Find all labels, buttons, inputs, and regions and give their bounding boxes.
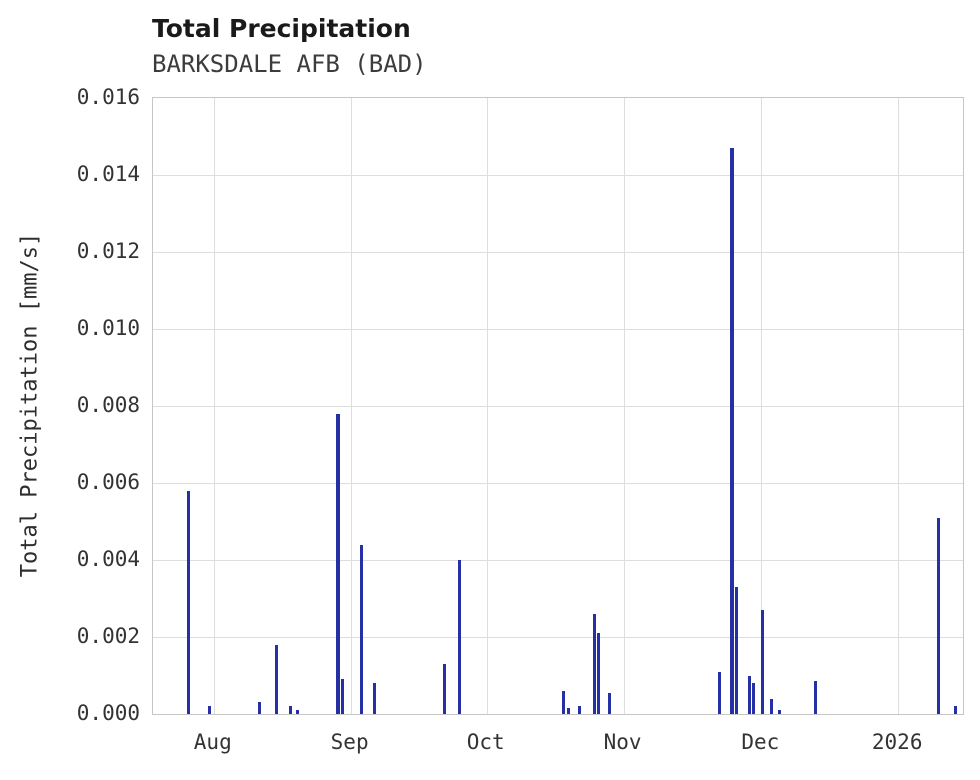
x-gridline <box>350 98 352 714</box>
precip-bar <box>359 544 363 714</box>
y-gridline <box>153 483 963 484</box>
precip-bar <box>751 683 755 714</box>
chart-subtitle: BARKSDALE AFB (BAD) <box>152 50 427 78</box>
y-tick-label: 0.014 <box>76 162 140 186</box>
y-gridline <box>153 406 963 407</box>
chart-title: Total Precipitation <box>152 14 411 43</box>
precip-bar <box>734 586 738 714</box>
x-gridline <box>761 98 763 714</box>
y-gridline <box>153 175 963 176</box>
precip-bar <box>778 710 782 714</box>
precip-bar <box>289 706 293 714</box>
y-tick-label: 0.010 <box>76 316 140 340</box>
precip-bar <box>954 706 958 714</box>
precip-bar <box>336 413 341 714</box>
x-tick-label: Dec <box>741 730 780 754</box>
precip-bar <box>341 679 345 714</box>
x-gridline <box>898 98 900 714</box>
precip-bar <box>562 690 566 714</box>
y-tick-label: 0.002 <box>76 624 140 648</box>
precip-bar <box>592 613 596 714</box>
y-tick-label: 0.016 <box>76 85 140 109</box>
precip-bar <box>597 633 600 714</box>
y-gridline <box>153 329 963 330</box>
y-tick-label: 0.000 <box>76 701 140 725</box>
x-gridline <box>623 98 625 714</box>
y-gridline <box>153 252 963 253</box>
y-tick-label: 0.012 <box>76 239 140 263</box>
x-gridline <box>486 98 488 714</box>
y-gridline <box>153 637 963 638</box>
precip-bar <box>457 560 461 714</box>
precip-bar <box>373 683 377 714</box>
y-tick-label: 0.006 <box>76 470 140 494</box>
x-tick-label: Nov <box>603 730 642 754</box>
x-gridline <box>213 98 215 714</box>
precip-bar <box>443 663 447 714</box>
precip-bar <box>814 681 818 714</box>
precip-bar <box>577 706 581 714</box>
y-gridline <box>153 560 963 561</box>
x-tick-label: Aug <box>193 730 232 754</box>
precip-bar <box>717 671 721 714</box>
plot-area <box>152 97 964 715</box>
precip-bar <box>747 675 751 714</box>
precip-bar <box>296 710 300 714</box>
x-tick-label: Oct <box>466 730 505 754</box>
x-tick-label: 2026 <box>871 730 923 754</box>
y-tick-label: 0.004 <box>76 547 140 571</box>
precip-bar <box>607 692 611 714</box>
x-tick-label: Sep <box>330 730 369 754</box>
precip-bar <box>274 644 278 714</box>
precip-bar <box>257 702 261 714</box>
precip-bar <box>761 610 765 714</box>
precip-bar <box>769 698 773 714</box>
precip-bar <box>567 708 571 714</box>
precip-bar <box>187 490 191 714</box>
precip-bar <box>937 517 941 714</box>
y-tick-label: 0.008 <box>76 393 140 417</box>
precip-bar <box>730 148 735 714</box>
precip-bar <box>208 706 212 714</box>
